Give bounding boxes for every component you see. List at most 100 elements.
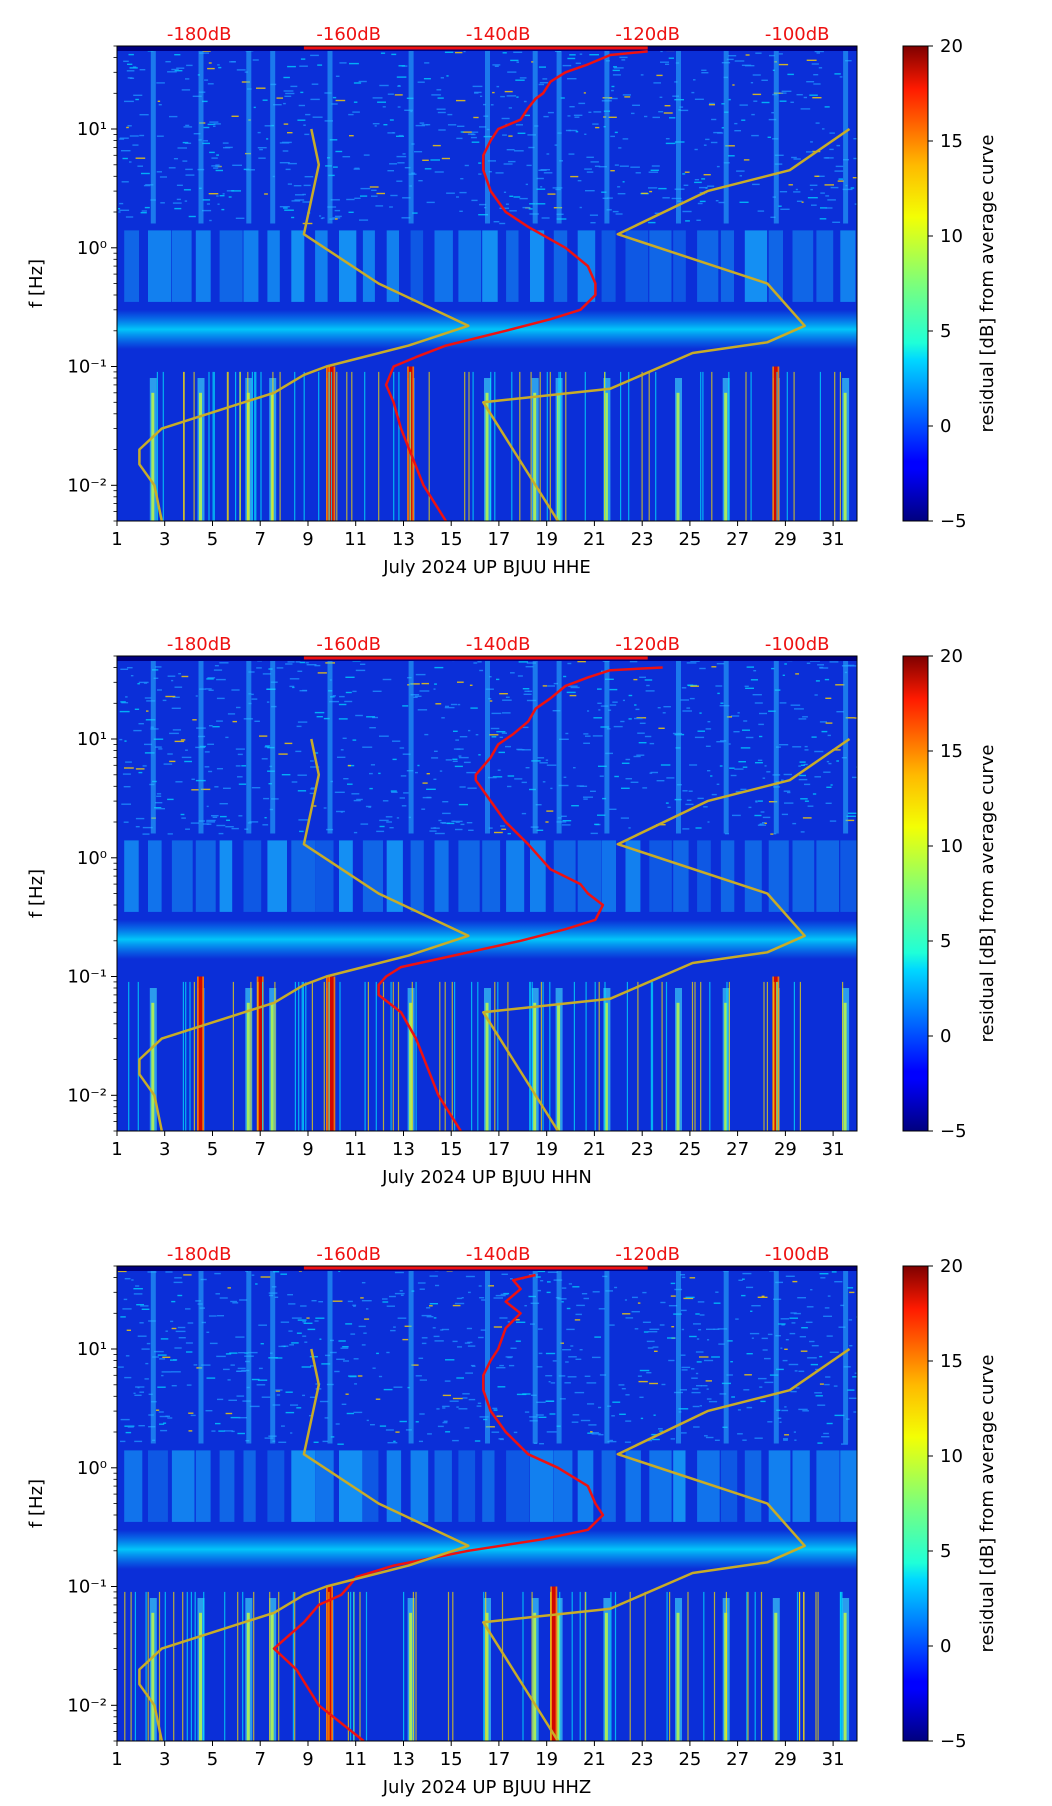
- speckle: [503, 191, 507, 193]
- speckle: [141, 1348, 150, 1350]
- speckle: [281, 774, 291, 776]
- speckle: [229, 1352, 238, 1354]
- speckle: [299, 65, 308, 67]
- thin-streak: [494, 981, 496, 1131]
- thin-streak: [519, 371, 521, 521]
- speckle: [278, 753, 288, 755]
- speckle: [421, 808, 426, 810]
- speckle: [496, 1367, 506, 1369]
- speckle: [849, 1291, 855, 1294]
- speckle: [491, 736, 497, 738]
- thin-streak: [703, 1591, 705, 1741]
- speckle: [546, 1291, 551, 1294]
- speckle: [628, 718, 632, 720]
- speckle: [376, 830, 385, 833]
- speckle: [847, 812, 857, 814]
- speckle: [567, 78, 577, 80]
- speckle: [424, 733, 429, 736]
- speckle: [547, 1281, 551, 1283]
- speckle: [185, 168, 193, 171]
- x-tick-label: 7: [254, 1749, 265, 1770]
- day-streak-core: [270, 1002, 274, 1131]
- speckle: [528, 208, 533, 210]
- speckle: [385, 816, 393, 818]
- thin-streak: [584, 371, 586, 521]
- speckle: [302, 1394, 305, 1397]
- speckle: [214, 1272, 221, 1275]
- thin-streak: [728, 371, 730, 521]
- speckle: [332, 1300, 343, 1302]
- colorbar-tick-label: −5: [940, 511, 967, 532]
- speckle: [173, 1281, 183, 1284]
- speckle: [186, 1384, 192, 1386]
- day-streak-core: [485, 392, 489, 521]
- speckle: [216, 154, 219, 156]
- thin-streak: [367, 981, 369, 1131]
- speckle: [705, 138, 710, 141]
- speckle: [200, 788, 211, 791]
- mid-band-patch: [792, 230, 814, 302]
- speckle: [236, 1395, 245, 1397]
- speckle: [283, 123, 289, 125]
- speckle: [653, 82, 661, 84]
- speckle: [563, 675, 567, 678]
- speckle: [442, 801, 449, 803]
- speckle: [804, 783, 811, 786]
- speckle: [458, 1408, 468, 1410]
- speckle: [566, 1307, 571, 1310]
- day-streak-upper: [773, 656, 779, 834]
- speckle: [456, 99, 466, 102]
- y-tick-label: 10¹: [77, 729, 107, 750]
- thin-streak: [193, 371, 195, 521]
- speckle: [663, 112, 673, 114]
- speckle: [755, 52, 762, 54]
- speckle: [835, 165, 844, 168]
- speckle: [668, 57, 674, 59]
- mid-band-patch: [792, 840, 815, 912]
- speckle: [485, 1426, 495, 1428]
- speckle: [143, 184, 151, 187]
- speckle: [467, 787, 477, 789]
- speckle: [400, 775, 407, 777]
- speckle: [767, 136, 771, 138]
- speckle: [440, 822, 446, 824]
- speckle: [668, 1359, 675, 1362]
- speckle: [335, 75, 340, 77]
- speckle: [260, 1276, 271, 1278]
- x-tick-label: 17: [487, 1139, 510, 1160]
- speckle: [754, 814, 762, 817]
- speckle: [473, 662, 478, 664]
- speckle: [479, 203, 487, 206]
- speckle: [614, 131, 618, 134]
- speckle: [751, 1337, 754, 1339]
- speckle: [125, 696, 128, 698]
- speckle: [641, 192, 648, 195]
- speckle: [621, 1388, 626, 1390]
- speckle: [132, 144, 139, 146]
- day-streak-upper: [408, 656, 414, 834]
- speckle: [648, 221, 656, 224]
- speckle: [757, 759, 763, 761]
- speckle: [211, 157, 218, 159]
- speckle: [310, 1365, 314, 1367]
- x-tick-label: 21: [583, 1139, 606, 1160]
- speckle: [258, 1367, 263, 1370]
- mid-band-patch: [291, 230, 305, 302]
- thin-streak: [817, 1591, 819, 1741]
- speckle: [493, 221, 500, 223]
- speckle: [456, 1377, 464, 1379]
- mid-band-patch: [601, 230, 616, 302]
- speckle: [829, 820, 837, 822]
- mid-band-patch: [291, 1450, 315, 1522]
- speckle: [186, 1351, 193, 1353]
- speckle: [184, 142, 192, 144]
- speckle: [665, 802, 669, 804]
- speckle: [125, 1355, 130, 1357]
- speckle: [516, 1321, 526, 1323]
- speckle: [168, 167, 176, 169]
- speckle: [465, 1275, 475, 1278]
- day-streak-core: [843, 1612, 847, 1741]
- speckle: [467, 1345, 476, 1347]
- thin-streak: [351, 371, 353, 521]
- speckle: [780, 92, 787, 94]
